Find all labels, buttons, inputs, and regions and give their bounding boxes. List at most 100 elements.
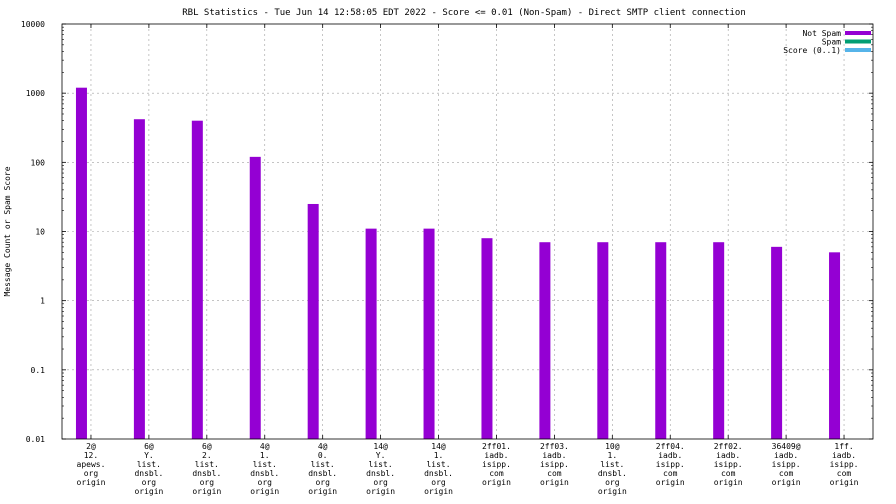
y-tick-label: 100: [31, 158, 46, 167]
legend-entry-swatch: [845, 31, 871, 35]
x-category-line: 2ff04.: [656, 442, 685, 451]
x-category-line: org: [142, 478, 157, 487]
x-category-line: 2ff01.: [482, 442, 511, 451]
x-category-line: org: [258, 478, 273, 487]
x-category-line: list.: [311, 460, 335, 469]
x-category-line: org: [605, 478, 620, 487]
grid-layer: [62, 24, 873, 439]
legend-entry-swatch: [845, 39, 871, 44]
x-category-label: 1ff. iadb. isipp. com origin: [830, 442, 859, 487]
bar-not-spam: [481, 238, 493, 439]
y-tick-label: 1: [40, 297, 45, 306]
x-category-line: origin: [134, 487, 163, 496]
x-category-line: isipp.: [830, 460, 859, 469]
bar-not-spam: [75, 87, 87, 439]
x-category-line: origin: [482, 478, 511, 487]
x-category-line: 2@: [86, 442, 96, 451]
x-category-line: isipp.: [656, 460, 685, 469]
x-category-line: iadb.: [716, 451, 740, 460]
x-category-line: iadb.: [542, 451, 566, 460]
x-category-line: origin: [77, 478, 106, 487]
x-category-line: Y.: [144, 451, 154, 460]
x-category-line: isipp.: [540, 460, 569, 469]
x-category-line: iadb.: [832, 451, 856, 460]
x-category-line: origin: [366, 487, 395, 496]
bar-not-spam: [713, 242, 725, 439]
x-category-line: dnsbl.: [424, 469, 453, 478]
x-category-label: 6@ 2. list. dnsbl. org origin: [192, 442, 221, 496]
x-category-line: origin: [830, 478, 859, 487]
x-category-label: 4@ 1. list. dnsbl. org origin: [250, 442, 279, 496]
x-category-line: dnsbl.: [366, 469, 395, 478]
x-category-line: origin: [656, 478, 685, 487]
x-category-line: origin: [598, 487, 627, 496]
x-category-line: 1.: [434, 451, 444, 460]
bar-not-spam: [191, 120, 203, 439]
x-category-line: org: [84, 469, 99, 478]
x-category-line: origin: [714, 478, 743, 487]
x-category-label: 2ff01. iadb. isipp. com origin: [482, 442, 511, 487]
x-category-line: 2ff02.: [714, 442, 743, 451]
x-category-line: isipp.: [714, 460, 743, 469]
x-category-line: dnsbl.: [598, 469, 627, 478]
x-category-label: 2ff03. iadb. isipp. com origin: [540, 442, 569, 487]
x-category-line: list.: [600, 460, 624, 469]
legend-entry-label: Not Spam: [802, 29, 841, 38]
x-category-line: 4@: [318, 442, 328, 451]
x-category-label: 14@ Y. list. dnsbl. org origin: [366, 442, 395, 496]
x-category-line: origin: [308, 487, 337, 496]
bar-not-spam: [423, 228, 435, 439]
legend-entry-label: Spam: [822, 38, 841, 47]
x-category-label: 6@ Y. list. dnsbl. org origin: [134, 442, 163, 496]
x-category-line: origin: [540, 478, 569, 487]
x-category-label: 2ff02. iadb. isipp. com origin: [714, 442, 743, 487]
x-category-line: origin: [192, 487, 221, 496]
x-category-line: isipp.: [772, 460, 801, 469]
x-category-label: 36409@ iadb. isipp. com origin: [772, 442, 801, 487]
x-category-label: 10@ 1. list. dnsbl. org origin: [598, 442, 627, 496]
y-tick-label: 10000: [21, 20, 45, 29]
x-category-line: 4@: [260, 442, 270, 451]
x-category-line: 12.: [84, 451, 98, 460]
y-tick-label: 0.01: [26, 435, 45, 444]
x-category-line: list.: [195, 460, 219, 469]
x-category-line: Y.: [376, 451, 386, 460]
x-category-line: iadb.: [774, 451, 798, 460]
x-category-line: 2.: [202, 451, 212, 460]
x-category-line: 0.: [318, 451, 328, 460]
x-category-line: origin: [250, 487, 279, 496]
legend-entry-label: Score (0..1): [783, 46, 841, 55]
x-category-line: dnsbl.: [192, 469, 221, 478]
x-category-line: 14@: [431, 442, 446, 451]
y-tick-label: 0.1: [31, 366, 46, 375]
x-category-line: list.: [369, 460, 393, 469]
x-category-line: com: [721, 469, 736, 478]
x-category-line: 1.: [260, 451, 270, 460]
bar-not-spam: [539, 242, 551, 439]
x-category-line: org: [373, 478, 388, 487]
x-category-line: 14@: [373, 442, 388, 451]
x-category-line: apews.: [77, 460, 106, 469]
x-category-line: origin: [424, 487, 453, 496]
bars-layer: [75, 87, 841, 440]
x-category-line: 6@: [202, 442, 212, 451]
x-category-line: com: [547, 469, 562, 478]
bar-not-spam: [597, 242, 609, 439]
x-category-line: com: [489, 469, 504, 478]
y-tick-label: 1000: [26, 89, 45, 98]
x-category-line: isipp.: [482, 460, 511, 469]
x-category-line: com: [779, 469, 794, 478]
x-category-line: list.: [253, 460, 277, 469]
x-category-line: 1.: [608, 451, 618, 460]
y-tick-label: 10: [35, 228, 45, 237]
x-category-line: com: [663, 469, 678, 478]
bar-not-spam: [829, 252, 841, 439]
x-category-line: list.: [137, 460, 161, 469]
bar-not-spam: [133, 119, 145, 440]
x-category-label: 4@ 0. list. dnsbl. org origin: [308, 442, 337, 496]
x-category-line: org: [200, 478, 215, 487]
bar-not-spam: [249, 156, 261, 439]
x-category-line: 1ff.: [834, 442, 853, 451]
